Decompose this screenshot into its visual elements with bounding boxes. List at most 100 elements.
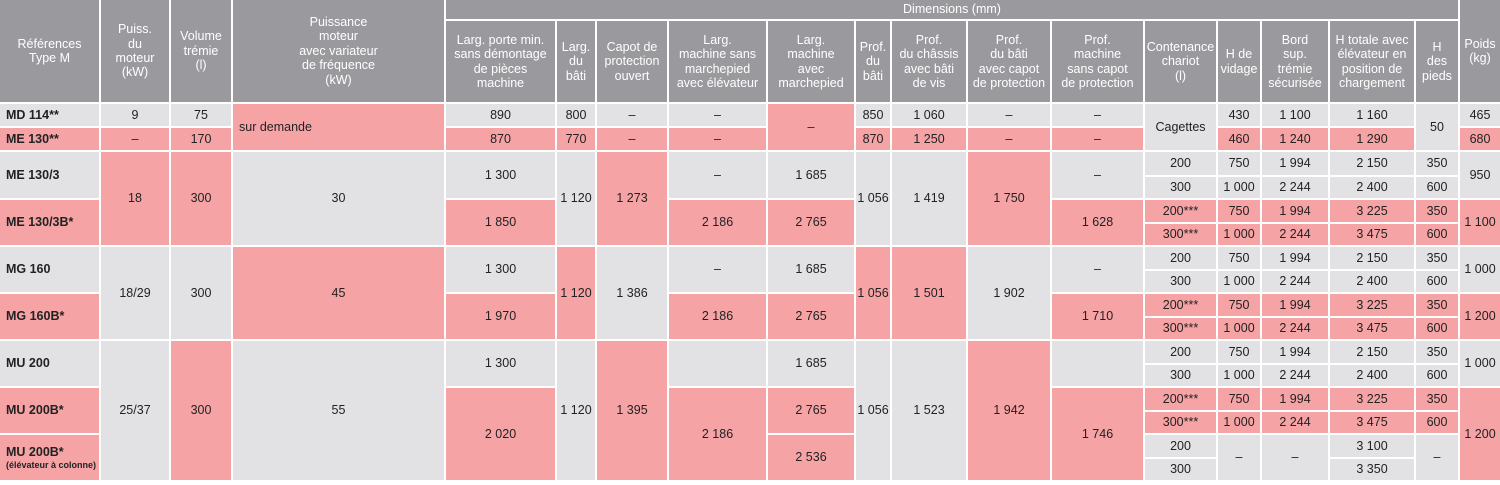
subrow-contenance: 300 — [1145, 271, 1216, 292]
col-header-larg-bati: Larg. du bâti — [557, 21, 595, 102]
cell-md-htot: 1 160 — [1330, 104, 1414, 126]
cell-md-bord: 1 100 — [1262, 104, 1328, 126]
subrow-bord: 2 244 — [1262, 412, 1328, 433]
ref-mg160b: MG 160B* — [0, 294, 99, 339]
cell-mgb-sans-capot: 1 710 — [1052, 294, 1143, 339]
subrow-contenance: 300 — [1145, 459, 1216, 480]
cell-mg-porte: 1 300 — [446, 247, 555, 292]
subrow-contenance: 300*** — [1145, 412, 1216, 433]
ref-mg160: MG 160 — [0, 247, 99, 292]
cell-mubc-avec-marchepied: 2 536 — [768, 435, 854, 480]
subrow-bord: 2 244 — [1262, 224, 1328, 245]
subrow-htot: 3 225 — [1330, 294, 1414, 316]
subrow-contenance: 200 — [1145, 341, 1216, 363]
subrow-contenance: 200*** — [1145, 200, 1216, 222]
cell-me3-var: 30 — [233, 152, 444, 245]
cell-me3b-sans-marchepied: 2 186 — [669, 200, 766, 245]
cell-mu-vol: 300 — [171, 341, 231, 480]
cell-me3b-avec-marchepied: 2 765 — [768, 200, 854, 245]
subrow-htot: 2 150 — [1330, 152, 1414, 175]
cell-mu-porte: 1 300 — [446, 341, 555, 386]
cell-mub-avec-marchepied: 2 765 — [768, 388, 854, 433]
cell-me3b-porte: 1 850 — [446, 200, 555, 245]
subrow-contenance: 200 — [1145, 247, 1216, 269]
subrow-vidage: 1 000 — [1218, 224, 1260, 245]
cell-md-poids: 465 — [1460, 104, 1500, 126]
subrow-colonne-dash: – — [1218, 435, 1260, 480]
subrow-htot: 3 225 — [1330, 200, 1414, 222]
subrow-htot: 2 150 — [1330, 341, 1414, 363]
cell-me-vol: 170 — [171, 128, 231, 150]
cell-me3-sans-marchepied: – — [669, 152, 766, 198]
col-header-larg-sans-marchepied: Larg. machine sans marchepied avec éléva… — [669, 21, 766, 102]
ref-mu200b: MU 200B* — [0, 388, 99, 433]
subrow-pieds: 350 — [1416, 294, 1458, 316]
cell-mu-poids: 1 000 — [1460, 341, 1500, 386]
cell-me-bati: 770 — [557, 128, 595, 150]
cell-mg-avec-marchepied: 1 685 — [768, 247, 854, 292]
ref-mu200b-colonne-note: (élévateur à colonne) — [6, 459, 97, 470]
subrow-vidage: 1 000 — [1218, 412, 1260, 433]
cell-mub-porte: 2 020 — [446, 388, 555, 480]
subrow-bord: 2 244 — [1262, 271, 1328, 292]
cell-mu-puiss: 25/37 — [101, 341, 169, 480]
cell-md-sans-capot: – — [1052, 104, 1143, 126]
cell-me3b-sans-capot: 1 628 — [1052, 200, 1143, 245]
cell-mu-prof: 1 056 — [856, 341, 890, 480]
cell-md-prof-capot: – — [968, 104, 1050, 126]
cell-mu-sans-marchepied — [669, 341, 766, 386]
cell-mu-sans-capot — [1052, 341, 1143, 386]
col-header-h-totale: H totale avec élévateur en position de c… — [1330, 21, 1414, 102]
subrow-vidage: 1 000 — [1218, 365, 1260, 386]
cell-mg-var: 45 — [233, 247, 444, 339]
cell-mgb-sans-marchepied: 2 186 — [669, 294, 766, 339]
subrow-pieds: 600 — [1416, 224, 1458, 245]
cell-mu-var: 55 — [233, 341, 444, 480]
cell-me3-puiss: 18 — [101, 152, 169, 245]
cell-me-chassis: 1 250 — [892, 128, 966, 150]
cell-me-vidage: 460 — [1218, 128, 1260, 150]
cell-mu-bati: 1 120 — [557, 341, 595, 480]
cell-me3-capot: 1 273 — [597, 152, 667, 245]
cell-me3-sans-capot: – — [1052, 152, 1143, 198]
subrow-vidage: 750 — [1218, 294, 1260, 316]
cell-sur-demande: sur demande — [233, 104, 444, 150]
cell-mu-avec-marchepied: 1 685 — [768, 341, 854, 386]
cell-mgb-poids: 1 200 — [1460, 294, 1500, 339]
cell-mub-poids: 1 200 — [1460, 388, 1500, 480]
subrow-htot: 3 100 — [1330, 435, 1414, 457]
cell-mu-capot: 1 395 — [597, 341, 667, 480]
cell-mg-poids: 1 000 — [1460, 247, 1500, 292]
subrow-contenance: 300 — [1145, 177, 1216, 198]
subrow-contenance: 200 — [1145, 152, 1216, 175]
col-header-larg-porte: Larg. porte min. sans démontage de pièce… — [446, 21, 555, 102]
subrow-pieds: 350 — [1416, 152, 1458, 175]
cell-mg-prof-capot: 1 902 — [968, 247, 1050, 339]
col-header-puissance-variateur: Puissance moteur avec variateur de fréqu… — [233, 0, 444, 102]
col-header-h-pieds: H des pieds — [1416, 21, 1458, 102]
subrow-contenance: 300 — [1145, 365, 1216, 386]
subrow-bord: 1 994 — [1262, 294, 1328, 316]
col-header-volume: Volume trémie (l) — [171, 0, 231, 102]
ref-me130-3b: ME 130/3B* — [0, 200, 99, 245]
cell-mdme-avec-marchepied: – — [768, 104, 854, 150]
cell-me3-poids: 950 — [1460, 152, 1500, 198]
subrow-bord: 2 244 — [1262, 177, 1328, 198]
col-header-poids: Poids (kg) — [1460, 0, 1500, 102]
subrow-pieds: 600 — [1416, 365, 1458, 386]
subrow-bord: 1 994 — [1262, 200, 1328, 222]
cell-me3-avec-marchepied: 1 685 — [768, 152, 854, 198]
cell-me-sans-capot: – — [1052, 128, 1143, 150]
subrow-colonne-dash: – — [1262, 435, 1328, 480]
col-header-capot: Capot de protection ouvert — [597, 21, 667, 102]
col-header-bord-sup: Bord sup. trémie sécurisée — [1262, 21, 1328, 102]
cell-mub-sans-marchepied: 2 186 — [669, 388, 766, 480]
col-header-prof-bati: Prof. du bâti — [856, 21, 890, 102]
col-header-contenance: Contenance chariot (l) — [1145, 21, 1216, 102]
col-header-prof-sans-capot: Prof. machine sans capot de protection — [1052, 21, 1143, 102]
subrow-htot: 3 475 — [1330, 412, 1414, 433]
cell-mub-sans-capot: 1 746 — [1052, 388, 1143, 480]
cell-mg-puiss: 18/29 — [101, 247, 169, 339]
col-header-puissance: Puiss. du moteur (kW) — [101, 0, 169, 102]
